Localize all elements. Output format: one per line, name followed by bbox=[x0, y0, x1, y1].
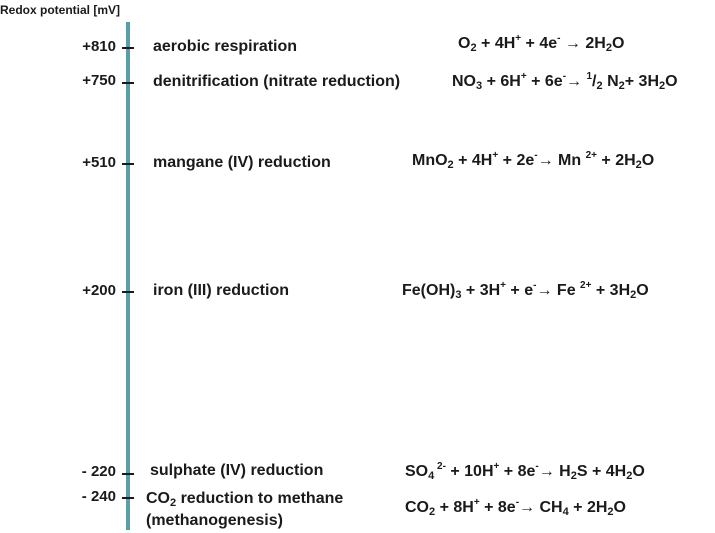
equation-denitrification: NO3 + 6H+ + 6e-→ 1/2 N2+ 3H2O bbox=[452, 71, 678, 92]
equation-iron: Fe(OH)3 + 3H+ + e-→ Fe 2+ + 3H2O bbox=[402, 280, 649, 301]
value-200: +200 bbox=[82, 282, 116, 299]
value-810: +810 bbox=[82, 38, 116, 55]
axis-title: Redox potential [mV] bbox=[0, 3, 121, 17]
value-750: +750 bbox=[82, 72, 116, 89]
co2-label: CO2 bbox=[146, 490, 177, 509]
value-510: +510 bbox=[82, 154, 116, 171]
equation-sulphate: SO4 2- + 10H+ + 8e-→ H2S + 4H2O bbox=[405, 461, 645, 482]
tick-510 bbox=[122, 163, 134, 165]
process-sulphate-reduction: sulphate (IV) reduction bbox=[150, 462, 324, 479]
process-aerobic-respiration: aerobic respiration bbox=[153, 38, 298, 55]
tick-minus-220 bbox=[122, 473, 134, 475]
process-iron-reduction: iron (III) reduction bbox=[153, 282, 289, 299]
value-minus-220: - 220 bbox=[81, 463, 116, 480]
tick-minus-240 bbox=[122, 497, 134, 499]
tick-750 bbox=[122, 82, 134, 84]
axis-line bbox=[126, 22, 130, 530]
process-co2-reduction: CO2 reduction to methane bbox=[146, 490, 344, 509]
equation-methanogenesis: CO2 + 8H+ + 8e-→ CH4 + 2H2O bbox=[405, 497, 626, 518]
value-minus-240: - 240 bbox=[81, 488, 116, 505]
tick-200 bbox=[122, 291, 134, 293]
equation-manganese: MnO2 + 4H+ + 2e-→ Mn 2+ + 2H2O bbox=[412, 150, 655, 171]
process-manganese-reduction: mangane (IV) reduction bbox=[153, 154, 331, 171]
process-denitrification: denitrification (nitrate reduction) bbox=[153, 73, 401, 90]
tick-810 bbox=[122, 47, 134, 49]
process-methanogenesis: (methanogenesis) bbox=[146, 512, 283, 529]
equation-aerobic: O2 + 4H+ + 4e- → 2H2O bbox=[458, 33, 625, 54]
